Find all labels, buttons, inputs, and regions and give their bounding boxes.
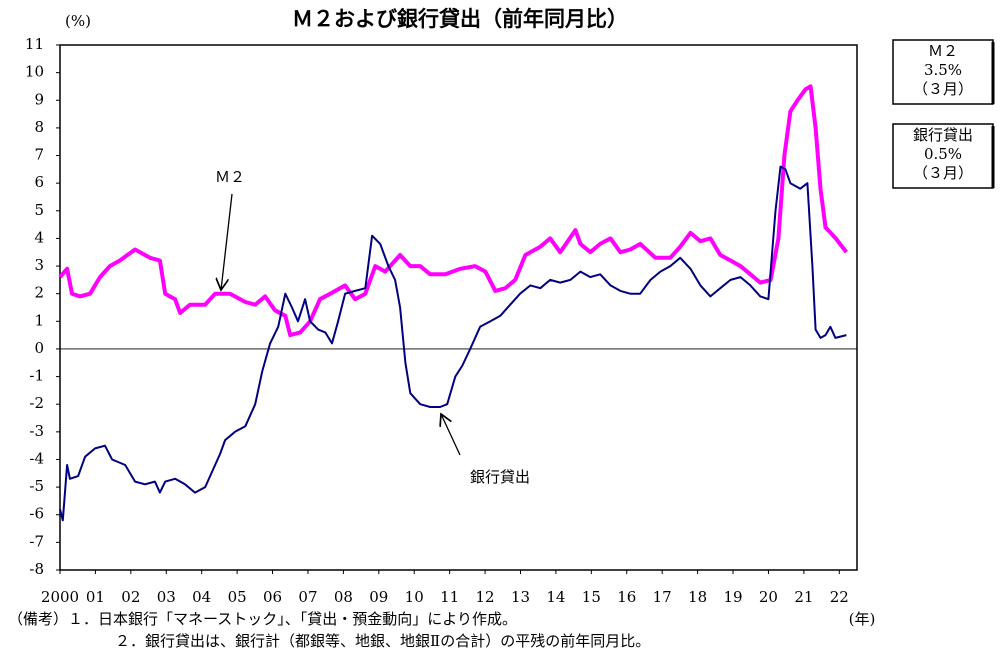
y-tick-label: 7 <box>34 146 44 164</box>
y-tick-label: 2 <box>34 284 44 302</box>
y-tick-label: 11 <box>25 35 44 53</box>
y-tick-label: 5 <box>34 201 44 219</box>
x-tick-label: 13 <box>511 588 530 606</box>
y-tick-label: 3 <box>34 256 44 274</box>
x-tick-label: 20 <box>759 588 778 606</box>
x-tick-label: 22 <box>830 588 849 606</box>
series-annotation: Ｍ２ <box>215 168 245 186</box>
value-box-text: 3.5% <box>924 61 962 79</box>
x-unit: (年) <box>849 610 876 628</box>
value-box-text: 銀行貸出 <box>913 126 973 144</box>
annotation-arrow <box>441 414 461 456</box>
x-tick-label: 06 <box>263 588 282 606</box>
y-tick-label: 4 <box>34 228 44 246</box>
x-tick-label: 02 <box>121 588 140 606</box>
x-tick-label: 17 <box>653 588 672 606</box>
x-tick-label: 01 <box>86 588 105 606</box>
x-tick-label: 04 <box>192 588 211 606</box>
x-tick-label: 12 <box>476 588 495 606</box>
x-tick-label: 14 <box>546 588 565 606</box>
x-tick-label: 18 <box>688 588 707 606</box>
x-tick-label: 10 <box>405 588 424 606</box>
y-tick-label: -3 <box>29 422 44 440</box>
y-tick-label: -8 <box>29 560 44 578</box>
y-tick-label: 9 <box>34 90 44 108</box>
y-tick-label: 6 <box>34 173 44 191</box>
value-box-text: （３月） <box>913 164 973 182</box>
plot-frame <box>59 44 858 571</box>
value-box <box>892 123 994 189</box>
x-tick-label: 2000 <box>41 588 79 606</box>
y-tick-label: -5 <box>29 477 44 495</box>
note: （備考）１．日本銀行「マネーストック」、「貸出・預金動向」により作成。 <box>8 610 517 628</box>
x-tick-label: 07 <box>298 588 317 606</box>
series-annotation: 銀行貸出 <box>470 468 530 486</box>
value-box <box>892 39 994 105</box>
y-tick-label: -7 <box>29 532 44 550</box>
value-box-text: （３月） <box>913 80 973 98</box>
chart-title: Ｍ２および銀行貸出（前年同月比） <box>292 7 628 31</box>
x-tick-label: 15 <box>582 588 601 606</box>
y-tick-label: 1 <box>34 311 44 329</box>
x-tick-label: 11 <box>440 588 459 606</box>
y-tick-label: -6 <box>29 505 44 523</box>
value-box-text: 0.5% <box>924 145 962 163</box>
x-tick-label: 05 <box>228 588 247 606</box>
y-tick-label: -2 <box>29 394 44 412</box>
x-tick-label: 08 <box>334 588 353 606</box>
x-tick-label: 09 <box>369 588 388 606</box>
y-tick-label: 8 <box>34 118 44 136</box>
series-line <box>59 165 847 522</box>
annotation-arrow <box>221 193 233 290</box>
y-unit: (%) <box>65 12 91 30</box>
x-tick-label: 21 <box>794 588 813 606</box>
x-tick-label: 16 <box>617 588 636 606</box>
y-tick-label: -1 <box>29 367 44 385</box>
x-tick-label: 03 <box>157 588 176 606</box>
x-tick-label: 19 <box>723 588 742 606</box>
series-line <box>58 84 848 338</box>
value-box-text: Ｍ２ <box>928 42 958 60</box>
y-tick-label: 10 <box>25 63 44 81</box>
note: ２．銀行貸出は、銀行計（都銀等、地銀、地銀Ⅱの合計）の平残の前年同月比。 <box>115 632 650 650</box>
y-tick-label: 0 <box>34 339 44 357</box>
y-tick-label: -4 <box>29 449 44 467</box>
